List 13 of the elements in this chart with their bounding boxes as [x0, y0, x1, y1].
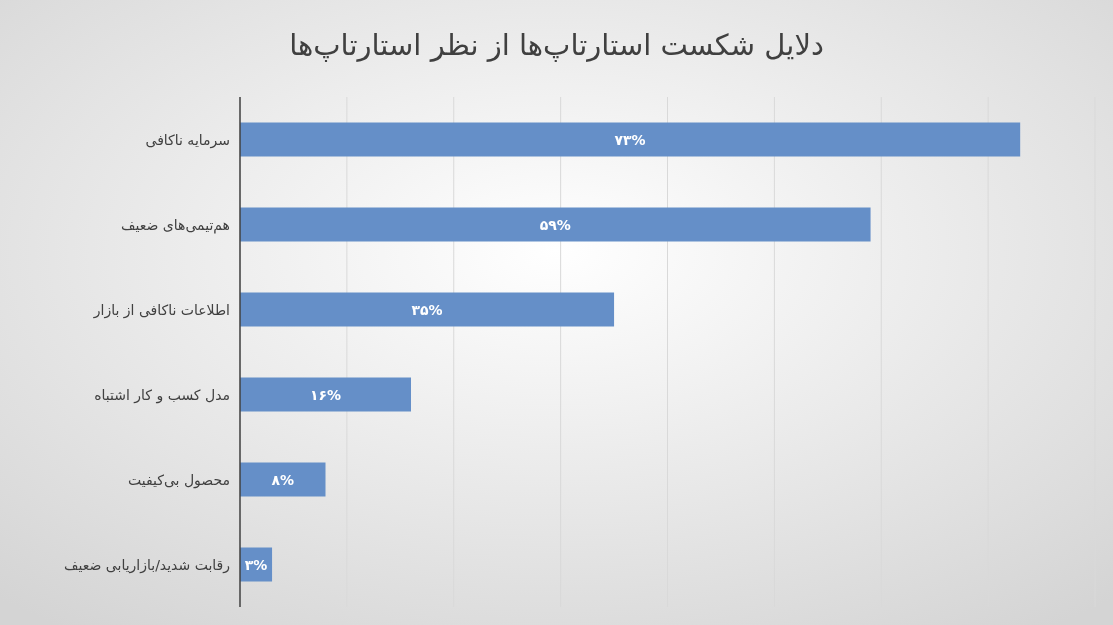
chart-title: دلایل شکست استارتاپ‌ها از نظر استارتاپ‌ها	[289, 28, 824, 62]
data-label: ۱۶%	[309, 386, 342, 403]
y-tick-label: مدل کسب و کار اشتباه	[94, 386, 230, 404]
y-tick-label: محصول بی‌کیفیت	[127, 471, 230, 489]
data-label: ۷۳%	[614, 131, 646, 148]
y-tick-label: رقابت شدید/بازاریابی ضعیف	[64, 556, 230, 574]
y-tick-label: اطلاعات ناکافی از بازار	[92, 301, 230, 319]
y-tick-label: سرمایه ناکافی	[145, 131, 230, 149]
data-label: ۵۹%	[539, 216, 571, 233]
y-tick-label: هم‌تیمی‌های ضعیف	[121, 216, 230, 234]
data-label: ۳%	[244, 556, 268, 573]
data-label: ۸%	[271, 471, 295, 488]
data-label: ۳۵%	[411, 301, 443, 318]
